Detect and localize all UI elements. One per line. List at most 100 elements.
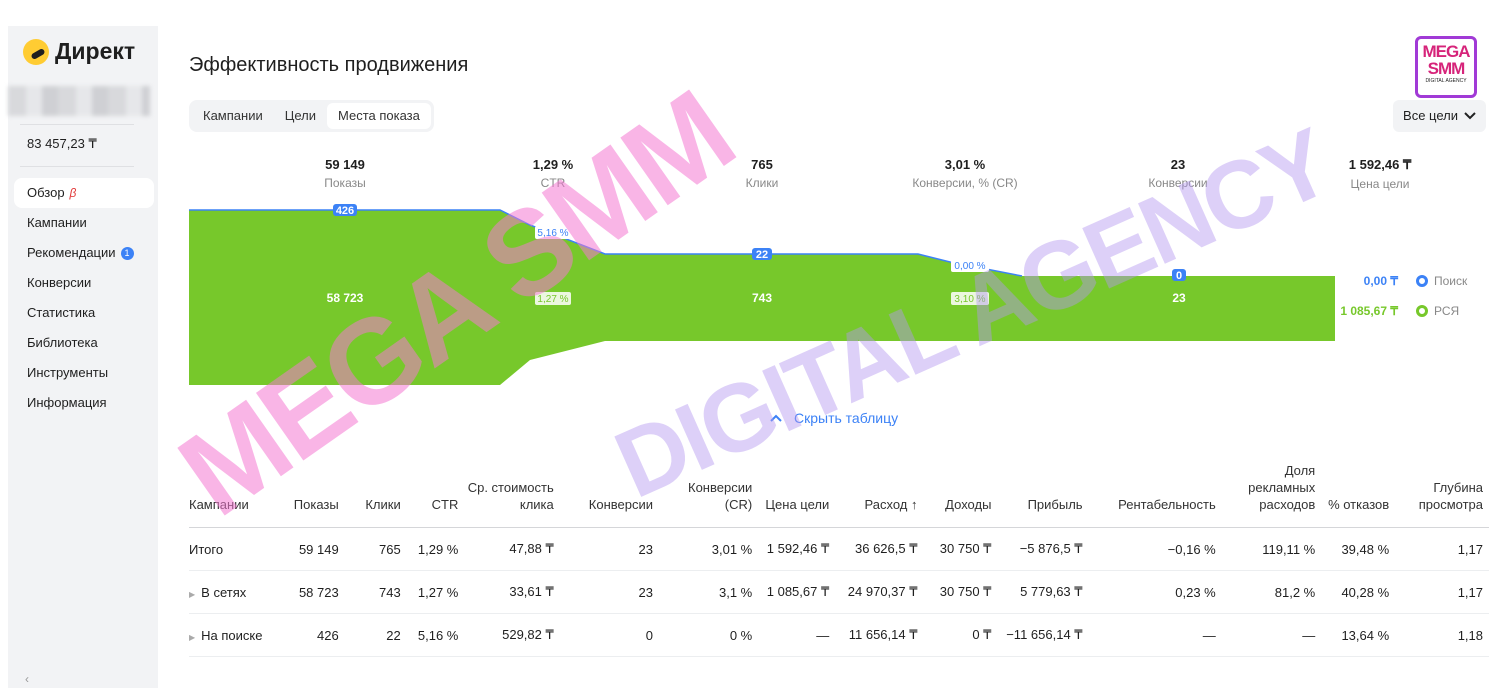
metric-label: Конверсии: [1148, 176, 1208, 190]
metric-cr: 3,01 % Конверсии, % (CR): [905, 157, 1025, 190]
col-header[interactable]: Цена цели: [758, 462, 836, 528]
networks-ctr: 1,27 %: [537, 294, 568, 305]
metric-value: 23: [1170, 157, 1186, 172]
goals-select-value: Все цели: [1403, 108, 1458, 123]
legend-label: Поиск: [1434, 274, 1468, 288]
metric-value: 1 592,46 ₸: [1348, 157, 1412, 172]
sidebar-item-campaigns[interactable]: Кампании: [14, 208, 154, 238]
table-cell: 5 779,63 ₸: [997, 570, 1089, 614]
col-header[interactable]: Показы: [280, 462, 345, 528]
expand-row-icon[interactable]: ▶: [189, 589, 196, 599]
collapse-sidebar-icon[interactable]: ‹: [25, 672, 29, 686]
sidebar-item-statistics[interactable]: Статистика: [14, 298, 154, 328]
funnel-search-clicks-label: 22: [752, 248, 772, 261]
table-cell: 1,17: [1395, 570, 1489, 614]
col-header[interactable]: Ср. стоимость клика: [464, 462, 560, 528]
sidebar-item-tools[interactable]: Инструменты: [14, 358, 154, 388]
table-cell: 47,88 ₸: [464, 527, 560, 571]
sidebar-item-label: Кампании: [27, 215, 87, 230]
sidebar-item-label: Информация: [27, 395, 107, 410]
sidebar-item-overview[interactable]: Обзор β: [14, 178, 154, 208]
col-header[interactable]: % отказов: [1321, 462, 1396, 528]
sidebar-item-label: Статистика: [27, 305, 96, 320]
table-header-row: Кампании Показы Клики CTR Ср. стоимость …: [189, 462, 1489, 528]
col-header[interactable]: CTR: [406, 462, 465, 528]
row-name-cell: ▶ В сетях: [189, 570, 281, 614]
table-row[interactable]: ▶ В сетях 58 723 743 1,27 % 33,61 ₸ 23 3,1 % 1 0…: [189, 570, 1489, 614]
networks-legend-dot-icon: [1416, 305, 1428, 317]
metric-goal-cost: 1 592,46 ₸ Цена цели: [1315, 157, 1445, 191]
table-cell: 22: [344, 613, 407, 657]
table-cell: 0 ₸: [923, 613, 998, 657]
funnel-networks-area: [189, 210, 1335, 385]
col-header[interactable]: Расход ↑: [835, 462, 924, 528]
tab-campaigns[interactable]: Кампании: [203, 108, 263, 123]
col-header[interactable]: Конверсии: [559, 462, 659, 528]
beta-badge: β: [69, 186, 77, 200]
col-header[interactable]: Клики: [344, 462, 407, 528]
metric-conversions: 23 Конверсии: [1113, 157, 1243, 190]
col-header[interactable]: Доля рекламных расходов: [1221, 462, 1322, 528]
logo-text-bottom: SMM: [1427, 59, 1466, 78]
table-cell: 1 592,46 ₸: [758, 527, 836, 571]
table-cell: 1,27 %: [406, 570, 465, 614]
tab-goals[interactable]: Цели: [284, 108, 316, 123]
metric-value: 3,01 %: [944, 157, 986, 172]
logo-text-top: MEGA: [1422, 42, 1471, 61]
table-cell: 529,82 ₸: [464, 613, 560, 657]
col-header[interactable]: Прибыль: [997, 462, 1089, 528]
row-name-cell: Итого: [189, 527, 281, 571]
sidebar-item-library[interactable]: Библиотека: [14, 328, 154, 358]
col-header[interactable]: Глубина просмотра: [1395, 462, 1489, 528]
goals-select[interactable]: Все цели: [1393, 100, 1486, 132]
table-cell: 33,61 ₸: [464, 570, 560, 614]
search-conversions: 0: [1176, 270, 1182, 282]
sidebar-item-label: Конверсии: [27, 275, 92, 290]
sidebar-item-label: Обзор: [27, 185, 65, 200]
search-legend-dot-icon: [1416, 275, 1428, 287]
legend-networks[interactable]: 1 085,67 ₸ РСЯ: [1338, 304, 1459, 318]
metric-clicks: 765 Клики: [697, 157, 827, 190]
sidebar-item-conversions[interactable]: Конверсии: [14, 268, 154, 298]
legend-search[interactable]: 0,00 ₸ Поиск: [1338, 274, 1468, 288]
sidebar-item-info[interactable]: Информация: [14, 388, 154, 418]
funnel-search-line: [189, 209, 1023, 277]
table-cell: 1,17: [1395, 527, 1489, 571]
col-header[interactable]: Доходы: [923, 462, 998, 528]
sidebar-item-label: Библиотека: [27, 335, 98, 350]
table-cell: 81,2 %: [1221, 570, 1322, 614]
metric-label: CTR: [540, 176, 566, 190]
hide-table-label: Скрыть таблицу: [794, 410, 899, 426]
search-cr: 0,00 %: [954, 261, 985, 272]
table-cell: 36 626,5 ₸: [835, 527, 924, 571]
table-cell: 1 085,67 ₸: [758, 570, 836, 614]
col-header[interactable]: Кампании: [189, 462, 281, 528]
networks-clicks: 743: [752, 291, 772, 305]
account-balance: 83 457,23 ₸: [27, 136, 97, 151]
table-row[interactable]: ▶ На поиске 426 22 5,16 % 529,82 ₸ 0 0 % —11 656…: [189, 613, 1489, 657]
table-cell: 39,48 %: [1321, 527, 1396, 571]
metric-label: Цена цели: [1350, 177, 1410, 191]
metric-value: 1,29 %: [532, 157, 574, 172]
funnel-search-cr-label: 0,00 %: [951, 259, 989, 272]
direct-logo[interactable]: Директ: [23, 38, 135, 65]
sidebar-item-label: Инструменты: [27, 365, 109, 380]
col-header[interactable]: Конверсии (CR): [659, 462, 759, 528]
table-cell: —: [1088, 613, 1222, 657]
metric-label: Клики: [745, 176, 779, 190]
row-name: В сетях: [201, 584, 247, 600]
funnel-search-ctr-label: 5,16 %: [535, 226, 571, 239]
funnel-networks-ctr-label: 1,27 %: [535, 292, 571, 305]
hide-table-button[interactable]: Скрыть таблицу: [770, 410, 898, 426]
expand-row-icon[interactable]: ▶: [189, 632, 196, 642]
tab-placements[interactable]: Места показа: [326, 103, 431, 129]
sidebar-item-recommendations[interactable]: Рекомендации 1: [14, 238, 154, 268]
table-cell: 0,23 %: [1088, 570, 1222, 614]
table-cell: 1,29 %: [406, 527, 465, 571]
col-header[interactable]: Рентабельность: [1088, 462, 1222, 528]
metric-shows: 59 149 Показы: [280, 157, 410, 190]
search-clicks: 22: [756, 249, 768, 261]
table-cell: 30 750 ₸: [923, 570, 998, 614]
sidebar-nav: Обзор β Кампании Рекомендации 1 Конверси…: [14, 178, 154, 418]
table-cell: 11 656,14 ₸: [835, 613, 924, 657]
